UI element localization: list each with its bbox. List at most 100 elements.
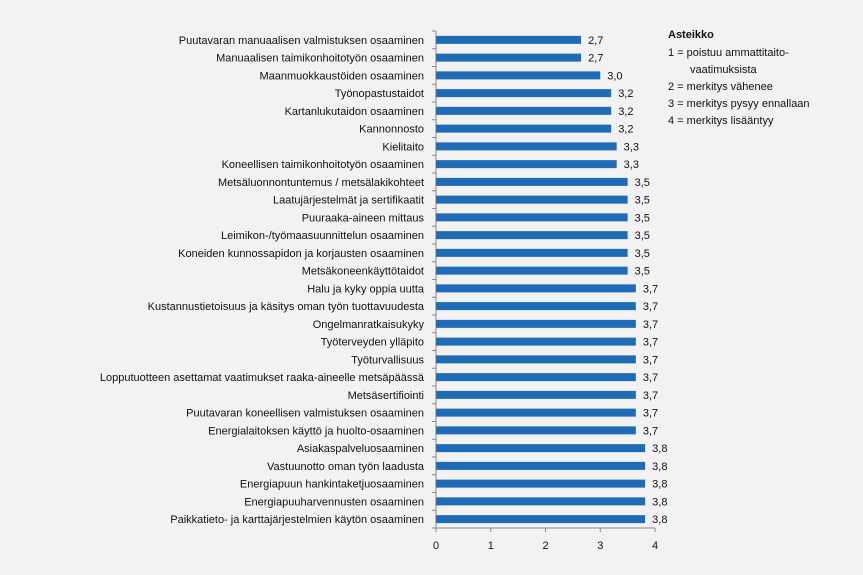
category-label: Metsäkoneenkäyttötaidot [302,266,424,278]
value-label: 3,2 [618,124,633,136]
value-label: 3,7 [643,372,658,384]
category-label: Työterveyden ylläpito [321,337,424,349]
value-label: 3,3 [624,141,639,153]
value-label: 3,7 [643,319,658,331]
legend-box: Asteikko 1 = poistuu ammattitaito-vaatim… [668,27,810,130]
x-tick-label: 0 [433,540,439,552]
legend-text: merkitys vähenee [686,81,773,93]
category-label: Ongelmanratkaisukyky [313,319,425,331]
legend-text-cont: vaatimuksista [690,64,757,76]
category-label: Puutavaran manuaalisen valmistuksen osaa… [179,35,424,47]
value-label: 3,5 [635,195,650,207]
value-label: 3,7 [643,354,658,366]
category-label: Koneellisen taimikonhoitotyön osaaminen [222,159,424,171]
category-label: Halu ja kyky oppia uutta [307,283,425,295]
bar [436,373,636,382]
value-label: 3,7 [643,390,658,402]
legend-item-2: 2 = merkitys vähenee [668,79,810,96]
legend-text: merkitys pysyy ennallaan [686,98,810,110]
value-label: 3,7 [643,337,658,349]
value-label: 3,2 [618,88,633,100]
legend-text: poistuu ammattitaito- [686,47,789,59]
category-label: Asiakaspalveluosaaminen [297,443,424,455]
value-label: 3,8 [652,479,667,491]
bar [436,71,601,80]
value-label: 3,7 [643,301,658,313]
category-label: Kartanlukutaidon osaaminen [285,106,424,118]
x-tick-label: 2 [542,540,548,552]
bar [436,142,617,151]
legend-key: 4 = [668,115,687,127]
value-label: 3,5 [635,230,650,242]
category-label: Metsäluonnontuntemus / metsälakikohteet [218,177,424,189]
bar [436,53,582,62]
bar [436,337,636,346]
category-label: Paikkatieto- ja karttajärjestelmien käyt… [170,514,424,526]
category-label: Energialaitoksen käyttö ja huolto-osaami… [208,425,424,437]
bar [436,35,582,44]
value-label: 3,7 [643,425,658,437]
category-label: Maanmuokkaustöiden osaaminen [260,70,425,82]
x-tick-label: 4 [652,540,658,552]
bar [436,319,636,328]
bar [436,497,646,506]
value-label: 3,5 [635,212,650,224]
bar [436,195,628,204]
legend-item-1: 1 = poistuu ammattitaito-vaatimuksista [668,45,810,79]
value-label: 3,5 [635,266,650,278]
category-label: Kustannustietoisuus ja käsitys oman työn… [148,301,425,313]
category-label: Työturvallisuus [351,354,424,366]
value-label: 3,8 [652,496,667,508]
value-label: 3,8 [652,514,667,526]
value-label: 3,2 [618,106,633,118]
x-tick-label: 3 [597,540,603,552]
bar [436,444,646,453]
bar [436,284,636,293]
bar [436,302,636,311]
category-label: Kielitaito [382,141,424,153]
category-label: Vastuunotto oman työn laadusta [267,461,425,473]
category-label: Kannonnosto [359,124,424,136]
value-label: 3,5 [635,177,650,189]
category-label: Puuraaka-aineen mittaus [302,212,425,224]
legend-key: 1 = [668,47,687,59]
bar [436,177,628,186]
category-label: Laatujärjestelmät ja sertifikaatit [273,195,424,207]
value-label: 2,7 [588,35,603,47]
value-label: 3,5 [635,248,650,260]
bar [436,355,636,364]
legend-item-3: 3 = merkitys pysyy ennallaan [668,96,810,113]
bar [436,408,636,417]
value-label: 3,8 [652,443,667,455]
bar [436,106,612,115]
bar [436,461,646,470]
legend-key: 3 = [668,98,687,110]
bar [436,89,612,98]
value-label: 3,7 [643,408,658,420]
legend-title: Asteikko [668,29,714,41]
category-label: Koneiden kunnossapidon ja korjausten osa… [178,248,424,260]
value-label: 2,7 [588,53,603,65]
bar [436,266,628,275]
bar [436,248,628,257]
legend-text: merkitys lisääntyy [686,115,774,127]
bar [436,213,628,222]
bar [436,479,646,488]
category-label: Energiapuuharvennusten osaaminen [244,496,424,508]
category-label: Metsäsertifiointi [348,390,424,402]
bar [436,160,617,169]
category-label: Manuaalisen taimikonhoitotyön osaaminen [216,53,424,65]
bar [436,231,628,240]
legend-key: 2 = [668,81,687,93]
bar [436,515,646,524]
category-label: Lopputuotteen asettamat vaatimukset raak… [100,372,425,384]
value-label: 3,7 [643,283,658,295]
bar [436,390,636,399]
legend-item-4: 4 = merkitys lisääntyy [668,113,810,130]
bar [436,426,636,435]
category-label: Leimikon-/työmaasuunnittelun osaaminen [221,230,424,242]
value-label: 3,8 [652,461,667,473]
value-label: 3,3 [624,159,639,171]
